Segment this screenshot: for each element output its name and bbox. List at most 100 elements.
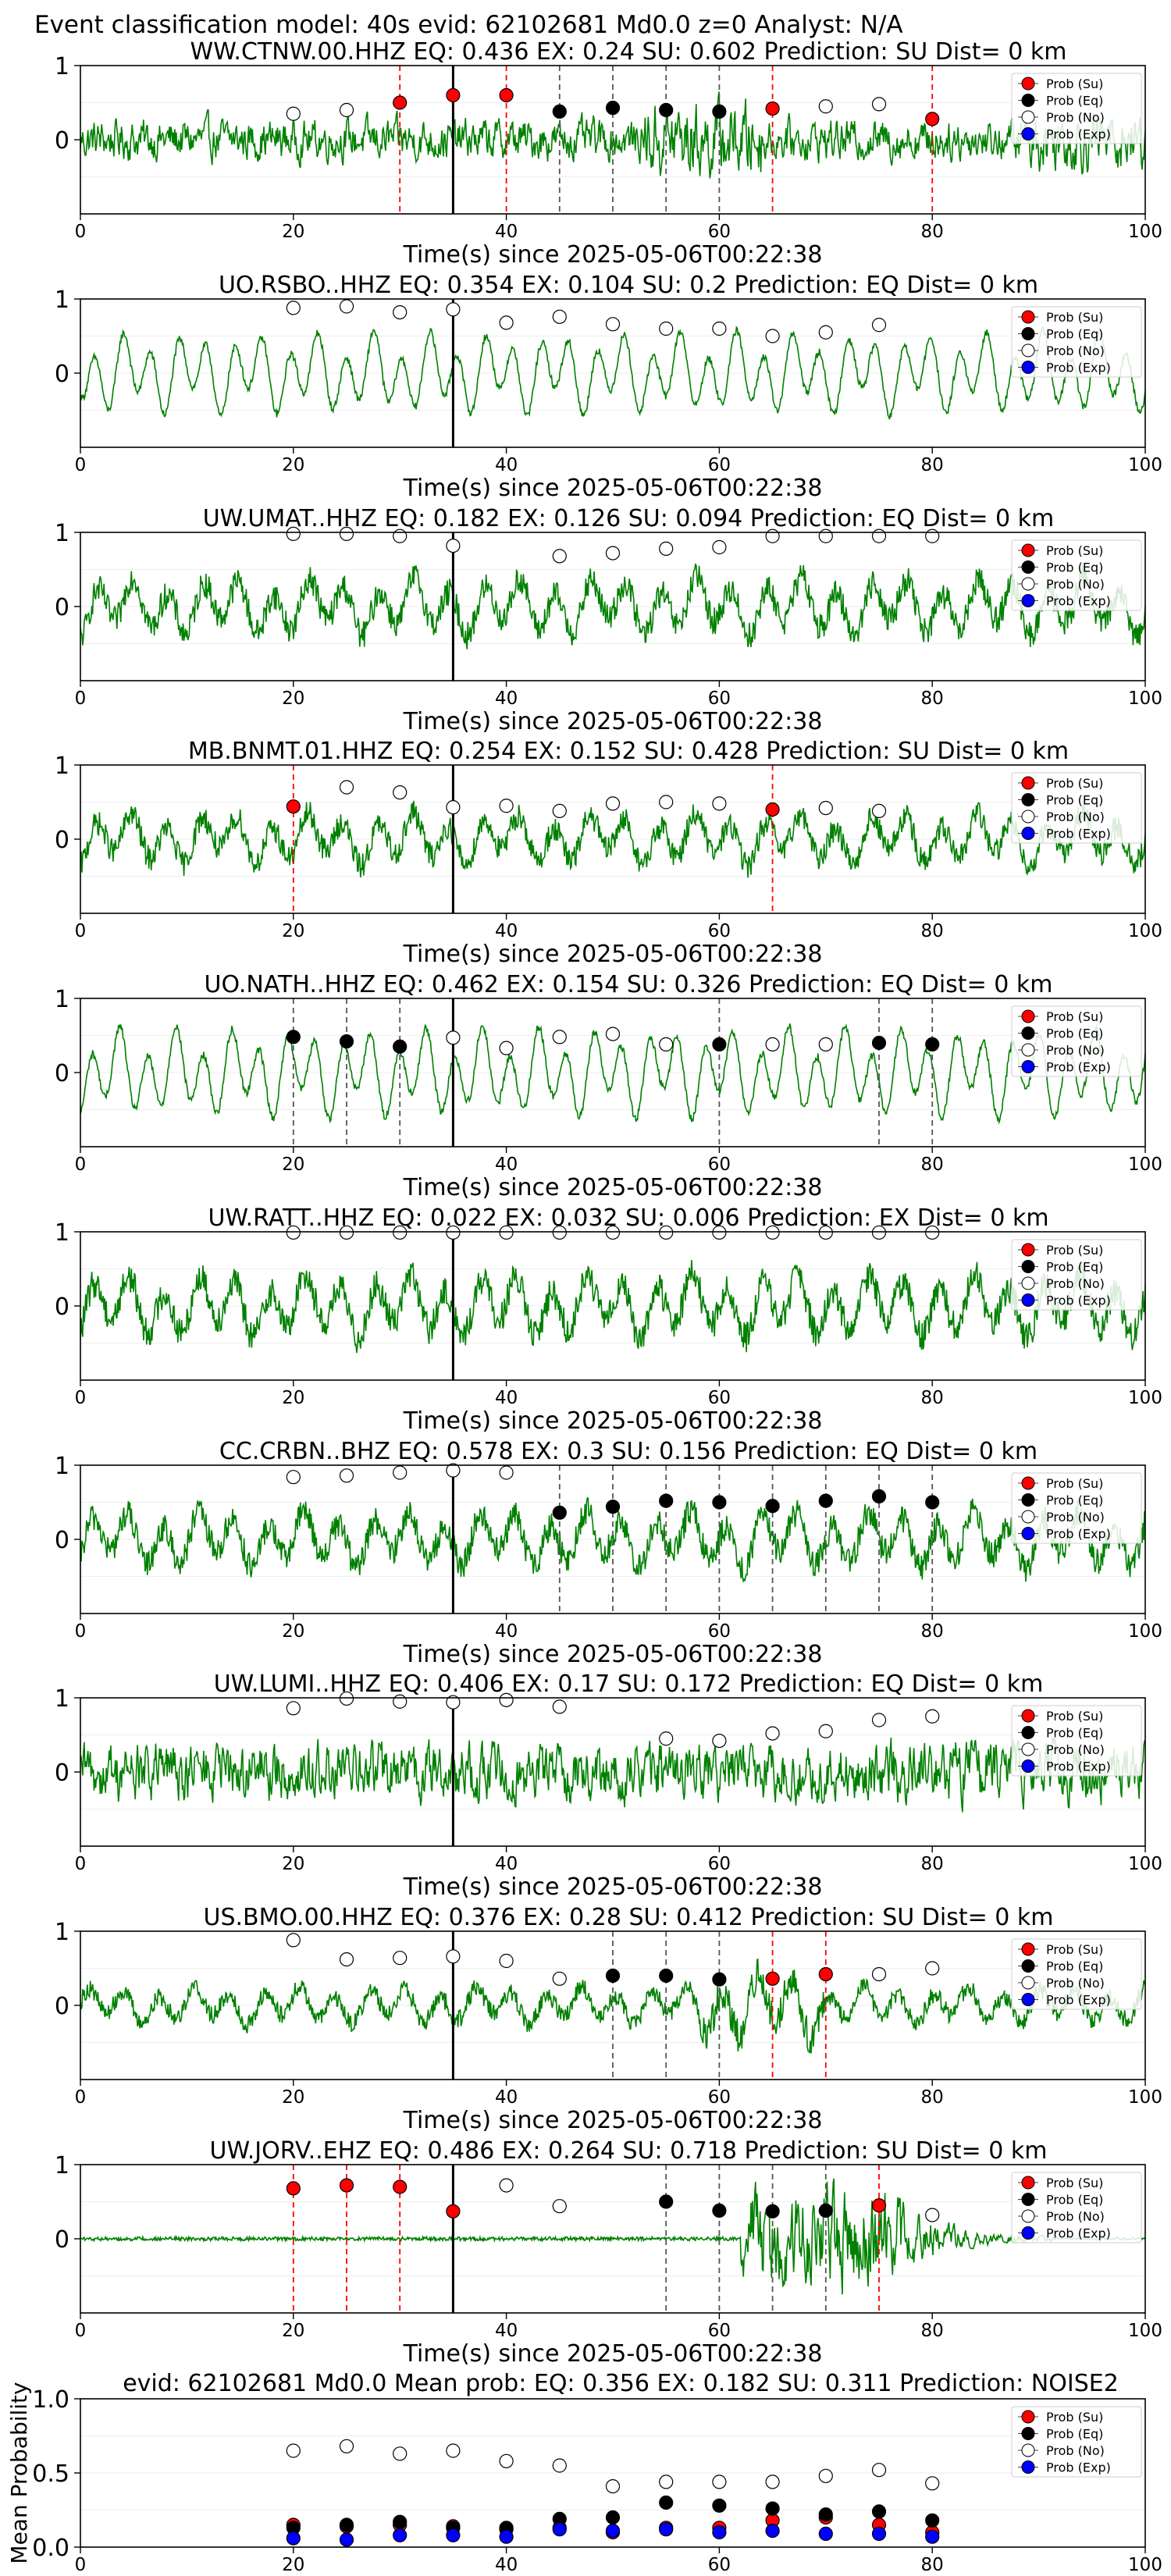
legend-swatch-marker <box>1021 1742 1035 1756</box>
mean-prob-point <box>925 2476 940 2491</box>
prob-no-point <box>765 329 780 343</box>
legend-swatch-marker <box>1021 1026 1035 1040</box>
x-tick-label: 20 <box>282 2321 304 2341</box>
prob-no-point <box>339 526 354 542</box>
prob-su-point <box>765 101 780 116</box>
prob-su-point <box>871 2198 887 2213</box>
prob-no-point <box>446 1463 461 1478</box>
waveform-trace <box>80 2178 1145 2295</box>
prob-no-point <box>339 299 354 314</box>
prob-no-point <box>393 1951 408 1966</box>
prob-no-point <box>925 1709 940 1724</box>
x-tick-label: 100 <box>1128 1621 1162 1642</box>
prob-no-point <box>446 800 461 815</box>
figure-title: Event classification model: 40s evid: 62… <box>34 11 903 39</box>
prob-no-point <box>393 528 408 543</box>
legend-swatch-marker <box>1021 1709 1035 1723</box>
legend-label: Prob (No) <box>1046 1276 1105 1291</box>
legend-label: Prob (Su) <box>1046 1009 1103 1024</box>
prob-no-point <box>552 1225 567 1240</box>
mean-prob-point <box>286 2531 301 2546</box>
legend-swatch-marker <box>1021 560 1035 574</box>
prob-no-point <box>552 309 567 324</box>
y-tick-label: 0.0 <box>32 2535 69 2562</box>
mean-prob-point <box>499 2529 514 2544</box>
x-tick-label: 0 <box>75 222 87 242</box>
mean-probability-panel: evid: 62102681 Md0.0 Mean prob: EQ: 0.35… <box>6 2370 1162 2575</box>
prob-no-point <box>499 799 514 813</box>
prob-no-point <box>871 1713 887 1727</box>
y-tick-label: 1 <box>55 1685 69 1713</box>
legend-box <box>1011 73 1142 144</box>
x-tick-label: 40 <box>495 2321 518 2341</box>
y-tick-label: 0.5 <box>32 2460 69 2488</box>
x-tick-label: 20 <box>282 1621 304 1642</box>
x-axis-label: Time(s) since 2025-05-06T00:22:38 <box>403 941 823 968</box>
prob-no-point <box>339 102 354 118</box>
panel-title: MB.BNMT.01.HHZ EQ: 0.254 EX: 0.152 SU: 0… <box>188 738 1069 765</box>
legend-box <box>1011 1239 1142 1311</box>
legend-swatch-marker <box>1021 1043 1035 1057</box>
panel-title: evid: 62102681 Md0.0 Mean prob: EQ: 0.35… <box>123 2370 1119 2397</box>
prob-no-point <box>552 803 567 819</box>
waveform-panel: CC.CRBN..BHZ EQ: 0.578 EX: 0.3 SU: 0.156… <box>55 1438 1162 1668</box>
legend-label: Prob (Su) <box>1046 543 1103 558</box>
x-tick-label: 100 <box>1128 455 1162 475</box>
prob-no-point <box>925 1225 940 1240</box>
prob-su-point <box>818 1967 833 1982</box>
panel-title: UW.UMAT..HHZ EQ: 0.182 EX: 0.126 SU: 0.0… <box>203 505 1055 532</box>
x-tick-label: 60 <box>708 1854 731 1874</box>
legend-box <box>1011 2172 1142 2243</box>
y-tick-label: 0 <box>55 361 69 388</box>
legend-label: Prob (Su) <box>1046 1942 1103 1957</box>
waveform-panel: UW.LUMI..HHZ EQ: 0.406 EX: 0.17 SU: 0.17… <box>55 1670 1162 1901</box>
x-tick-label: 80 <box>921 222 944 242</box>
prob-no-point <box>339 1225 354 1240</box>
x-axis-label: Time(s) since 2025-05-06T00:22:38 <box>403 2107 823 2134</box>
mean-prob-point <box>393 2514 408 2529</box>
waveform-panel: WW.CTNW.00.HHZ EQ: 0.436 EX: 0.24 SU: 0.… <box>55 38 1162 269</box>
x-tick-label: 80 <box>921 2321 944 2341</box>
prob-no-point <box>393 785 408 800</box>
legend-label: Prob (Su) <box>1046 76 1103 91</box>
waveform-trace <box>80 1260 1145 1354</box>
legend-label: Prob (No) <box>1046 577 1105 592</box>
x-tick-label: 100 <box>1128 222 1162 242</box>
mean-prob-point <box>339 2439 354 2453</box>
x-tick-label: 60 <box>708 222 731 242</box>
y-tick-label: 1 <box>55 286 69 314</box>
prob-no-point <box>871 528 887 543</box>
prob-no-point <box>499 1692 514 1707</box>
legend-label: Prob (Exp) <box>1046 1993 1111 2008</box>
prob-no-point <box>605 1026 621 1041</box>
prob-no-point <box>446 1225 461 1240</box>
x-axis-label: Time(s) since 2025-05-06T00:22:38 <box>403 241 823 269</box>
x-tick-label: 100 <box>1128 1388 1162 1408</box>
legend-swatch-marker <box>1021 1510 1035 1524</box>
legend-label: Prob (Su) <box>1046 1243 1103 1258</box>
y-tick-label: 1.0 <box>32 2386 69 2414</box>
x-tick-label: 0 <box>75 688 87 709</box>
legend-swatch-marker <box>1021 94 1035 107</box>
waveform-trace <box>80 326 1145 420</box>
mean-prob-point <box>393 2446 408 2461</box>
mean-prob-point <box>871 2463 887 2478</box>
legend-swatch-marker <box>1021 1527 1035 1540</box>
prob-no-point <box>499 2178 514 2193</box>
mean-prob-point <box>605 2479 621 2494</box>
prob-eq-point <box>659 1493 674 1508</box>
legend-swatch-marker <box>1021 1993 1035 2006</box>
prob-eq-point <box>818 2203 833 2218</box>
prob-no-point <box>286 1933 301 1948</box>
y-tick-label: 1 <box>55 1219 69 1247</box>
prob-no-point <box>286 526 301 542</box>
legend-label: Prob (Eq) <box>1046 1260 1103 1275</box>
x-tick-label: 0 <box>75 1155 87 1175</box>
legend-swatch-marker <box>1021 1759 1035 1773</box>
prob-eq-point <box>712 1037 727 1052</box>
mean-prob-point <box>818 2507 833 2522</box>
legend-swatch-marker <box>1021 594 1035 607</box>
prob-eq-point <box>871 1489 887 1504</box>
x-tick-label: 60 <box>708 1155 731 1175</box>
x-tick-label: 20 <box>282 688 304 709</box>
